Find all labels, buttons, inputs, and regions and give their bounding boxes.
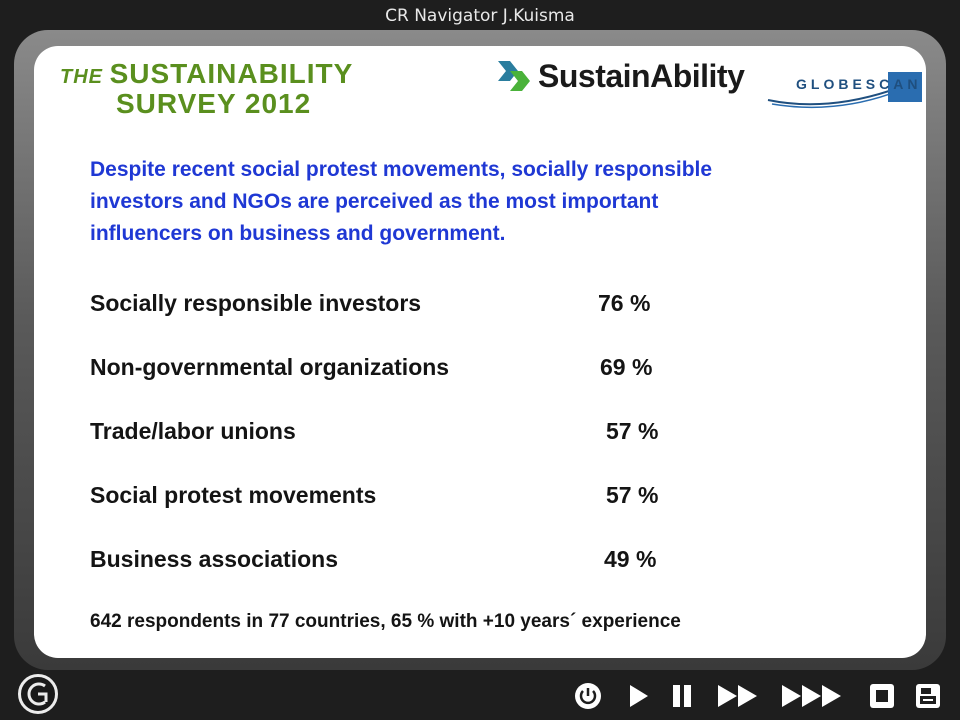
pause-button[interactable] (666, 680, 698, 712)
window-title: CR Navigator J.Kuisma (385, 6, 575, 26)
power-icon (575, 683, 601, 709)
headline-line: influencers on business and government. (90, 222, 506, 245)
sustainability-logo-text: SustainAbility (538, 58, 745, 94)
globescan-swoosh-icon (767, 89, 893, 109)
power-button[interactable] (572, 680, 604, 712)
headline-line: Despite recent social protest movements,… (90, 158, 713, 181)
stop-icon (870, 684, 894, 708)
influencer-label: Non-governmental organizations (90, 354, 450, 380)
globescan-box (888, 72, 922, 102)
stop-button[interactable] (866, 680, 898, 712)
sustainability-logo-mark-icon (498, 60, 530, 91)
sustainability-logo: SustainAbility (496, 58, 745, 95)
sustainability-survey-logo: THE SUSTAINABILITY SURVEY 2012 (60, 60, 353, 118)
faster-forward-button[interactable] (780, 680, 846, 712)
influencer-percent: 76 % (598, 290, 651, 316)
influencer-label: Social protest movements (90, 482, 377, 508)
influencer-percent: 57 % (606, 418, 659, 444)
influencer-row: Business associations 49 % (90, 546, 710, 576)
influencer-percent: 49 % (604, 546, 657, 572)
influencer-row: Trade/labor unions 57 % (90, 418, 710, 448)
headline-line: investors and NGOs are perceived as the … (90, 190, 659, 213)
faster-forward-icon (782, 685, 841, 707)
influencer-row: Social protest movements 57 % (90, 482, 710, 512)
play-button[interactable] (622, 680, 654, 712)
cr-navigator-logo-icon (18, 674, 58, 714)
survey-logo-prefix: THE (60, 66, 110, 88)
respondents-footnote: 642 respondents in 77 countries, 65 % wi… (90, 611, 681, 632)
influencer-row: Non-governmental organizations 69 % (90, 354, 710, 384)
print-icon (916, 684, 940, 708)
survey-logo-line2: SURVEY 2012 (116, 88, 312, 119)
influencer-label: Socially responsible investors (90, 290, 422, 316)
presentation-toolbar (0, 672, 960, 720)
globescan-logo-text: GLOBESCAN (796, 76, 922, 92)
influencer-label: Business associations (90, 546, 338, 572)
print-button[interactable] (912, 680, 944, 712)
slide-headline: Despite recent social protest movements,… (90, 154, 890, 250)
influencer-label: Trade/labor unions (90, 418, 296, 444)
fast-forward-icon (718, 685, 757, 707)
fast-forward-button[interactable] (716, 680, 762, 712)
slide: THE SUSTAINABILITY SURVEY 2012 SustainAb… (34, 46, 926, 658)
play-icon (630, 685, 648, 707)
influencer-row: Socially responsible investors 76 % (90, 290, 710, 320)
influencer-percent: 69 % (600, 354, 653, 380)
influencer-percent: 57 % (606, 482, 659, 508)
globescan-logo: GLOBESCAN (766, 60, 922, 112)
survey-logo-line1: SUSTAINABILITY (109, 58, 354, 89)
pause-icon (673, 685, 691, 707)
